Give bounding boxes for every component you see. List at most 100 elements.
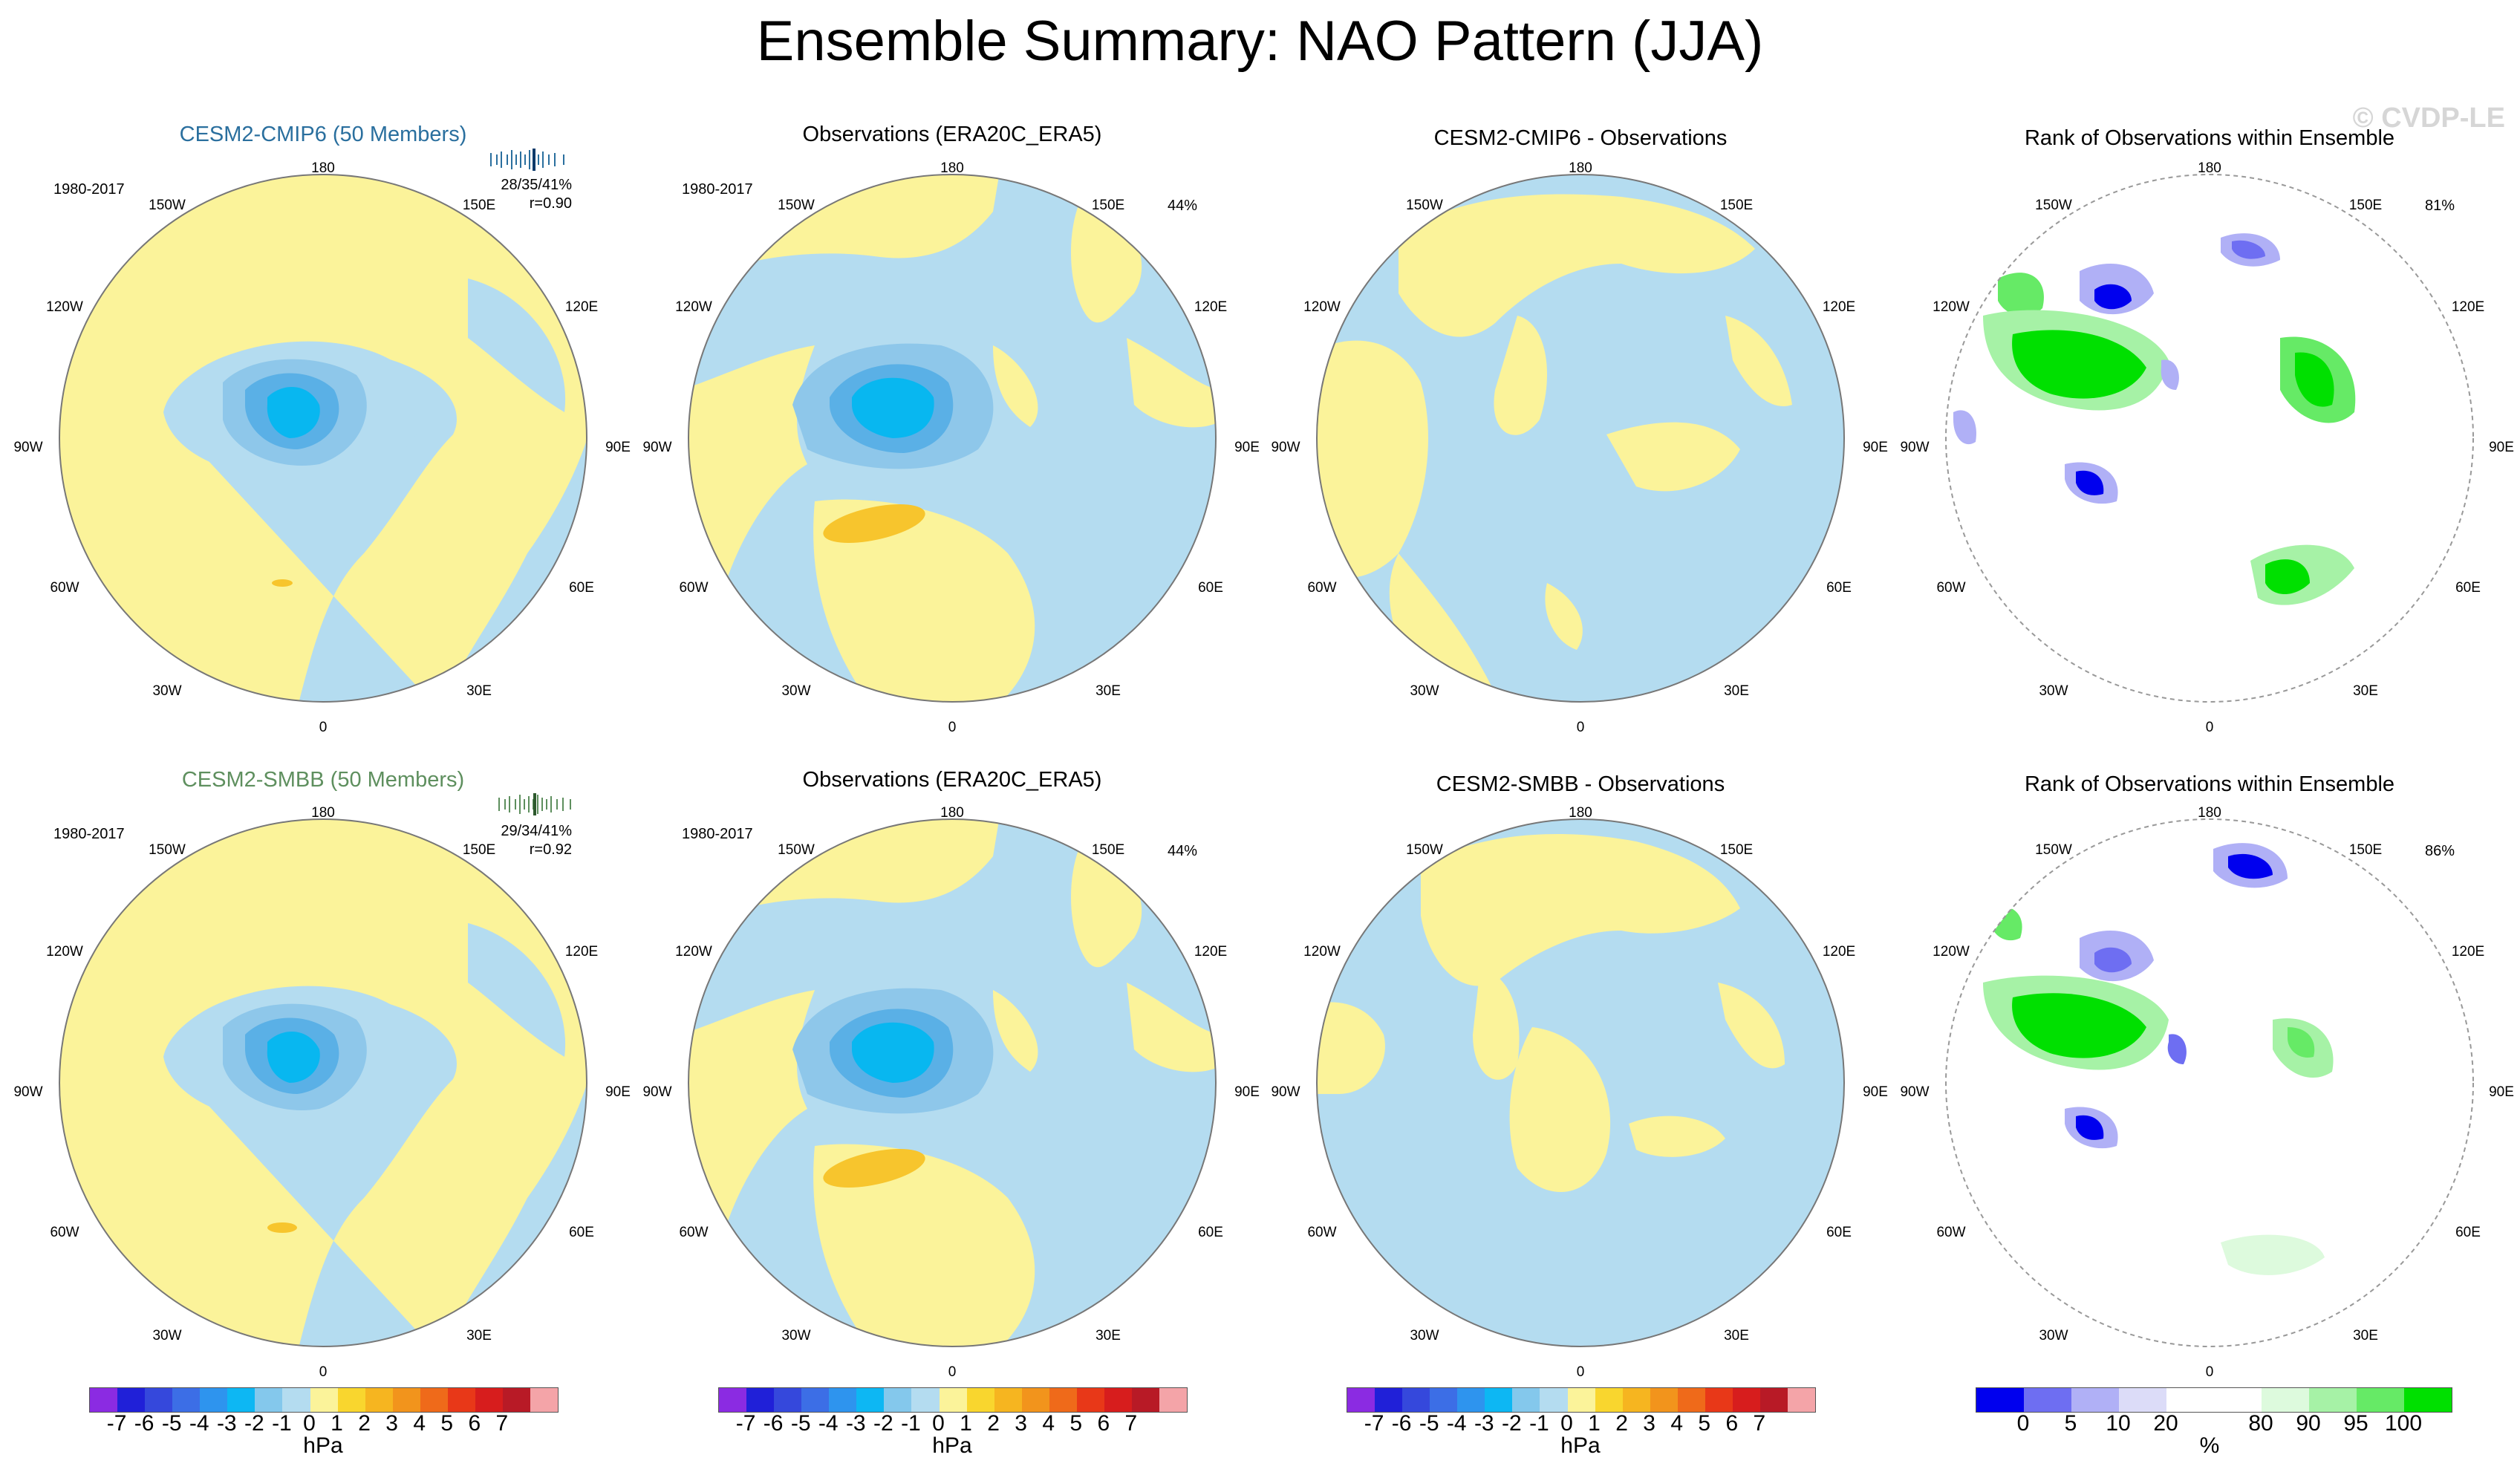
lon-label: 60W: [50, 1225, 79, 1240]
map-model-cmip6: [59, 174, 587, 703]
lon-label: 30E: [2353, 683, 2378, 699]
lon-label: 150W: [149, 198, 186, 213]
colorbar-swatch: [1402, 1388, 1430, 1412]
colorbar-swatch: [1595, 1388, 1623, 1412]
colorbar-tick-label: 80: [2248, 1411, 2273, 1436]
lon-label: 0: [2205, 1364, 2214, 1380]
lon-label: 0: [319, 720, 328, 735]
period-label: 1980-2017: [53, 826, 125, 842]
lon-label: 0: [1576, 1364, 1585, 1380]
colorbar-tick-label: -7: [1364, 1411, 1384, 1436]
colorbar-swatch: [1457, 1388, 1485, 1412]
colorbar-tick-label: 3: [1015, 1411, 1027, 1436]
map-difference: [1316, 818, 1845, 1347]
lon-label: 90E: [605, 1084, 631, 1100]
colorbar-swatch: [1159, 1388, 1188, 1412]
colorbar-tick-label: 2: [358, 1411, 371, 1436]
lon-label: 60E: [1198, 1225, 1223, 1240]
variance-pct: 44%: [1168, 198, 1198, 214]
colorbar-swatch: [1347, 1388, 1375, 1412]
lon-label: 150E: [462, 842, 496, 858]
lon-label: 90W: [1900, 440, 1930, 455]
colorbar-tick-label: 1: [331, 1411, 343, 1436]
lon-label: 30W: [2039, 1328, 2068, 1344]
period-label: 1980-2017: [53, 181, 125, 198]
colorbar-swatch: [2119, 1388, 2166, 1412]
colorbar-tick-label: -5: [1419, 1411, 1439, 1436]
colorbar-tick-label: 3: [385, 1411, 398, 1436]
lon-label: 60E: [1198, 580, 1223, 596]
colorbar-tick-label: 0: [1560, 1411, 1573, 1436]
colorbar-tick-label: -3: [1474, 1411, 1494, 1436]
lon-label: 150W: [1406, 198, 1443, 213]
colorbar-tick-label: 90: [2296, 1411, 2321, 1436]
colorbar-tick-label: 10: [2106, 1411, 2131, 1436]
colorbar-tick-label: 5: [1698, 1411, 1711, 1436]
lon-label: 60W: [1307, 1225, 1337, 1240]
lon-label: 120E: [564, 944, 599, 960]
panel-title-rank-row1: Rank of Observations within Ensemble: [2024, 126, 2395, 150]
colorbar-tick-label: 5: [440, 1411, 454, 1436]
colorbar-tick-label: 1: [1588, 1411, 1601, 1436]
lon-label: 90W: [1271, 1084, 1300, 1100]
colorbar-swatch: [774, 1388, 802, 1412]
colorbar-tick-label: -7: [106, 1411, 127, 1436]
lon-label: 150E: [1719, 198, 1754, 213]
lon-label: 120W: [1303, 299, 1341, 315]
lon-label: 120E: [1194, 944, 1228, 960]
lon-label: 60W: [679, 580, 709, 596]
colorbar-swatch: [719, 1388, 747, 1412]
hpa-colorbar: [89, 1387, 559, 1413]
variance-pct: 44%: [1168, 843, 1198, 859]
lon-label: 150E: [1091, 198, 1125, 213]
colorbar-tick-label: -4: [189, 1411, 209, 1436]
colorbar-swatch: [1650, 1388, 1678, 1412]
lon-label: 0: [948, 720, 957, 735]
colorbar-tick-label: 7: [495, 1411, 509, 1436]
map-model-smbb: [59, 818, 587, 1347]
colorbar-tick-label: 6: [468, 1411, 481, 1436]
member-spread-bar: [498, 793, 571, 815]
colorbar-tick-label: -6: [134, 1411, 154, 1436]
lon-label: 30E: [2353, 1328, 2378, 1344]
colorbar-swatch: [447, 1388, 475, 1412]
lon-label: 150E: [1719, 842, 1754, 858]
lon-label: 60E: [1826, 580, 1852, 596]
colorbar-swatch: [911, 1388, 940, 1412]
colorbar-tick-label: 7: [1124, 1411, 1138, 1436]
colorbar-swatch: [392, 1388, 420, 1412]
panel-title-obs-row1: Observations (ERA20C_ERA5): [802, 123, 1102, 146]
colorbar-tick-label: 0: [303, 1411, 316, 1436]
lon-label: 180: [940, 160, 964, 176]
colorbar-tick-label: 4: [1670, 1411, 1684, 1436]
lon-label: 30E: [466, 1328, 492, 1344]
lon-label: 90E: [1234, 1084, 1260, 1100]
rank-colorbar: [1976, 1387, 2452, 1413]
lon-label: 180: [311, 160, 335, 176]
lon-label: 150W: [2035, 842, 2072, 858]
colorbar-swatch: [1567, 1388, 1595, 1412]
lon-label: 150E: [1091, 842, 1125, 858]
colorbar-swatch: [1430, 1388, 1458, 1412]
lon-label: 0: [948, 1364, 957, 1380]
pattern-stats: 28/35/41%: [501, 177, 572, 193]
colorbar-tick-label: -6: [763, 1411, 784, 1436]
colorbar-swatch: [1485, 1388, 1513, 1412]
lon-label: 0: [319, 1364, 328, 1380]
colorbar-swatch: [2024, 1388, 2071, 1412]
colorbar-swatch: [1677, 1388, 1705, 1412]
colorbar-swatch: [172, 1388, 201, 1412]
colorbar-swatch: [1732, 1388, 1760, 1412]
lon-label: 30W: [781, 683, 811, 699]
hpa-colorbar: [1347, 1387, 1816, 1413]
lon-label: 30E: [1095, 1328, 1121, 1344]
lon-label: 90E: [2489, 440, 2514, 455]
lon-label: 30W: [1410, 683, 1439, 699]
lon-label: 150W: [2035, 198, 2072, 213]
colorbar-tick-label: -3: [216, 1411, 237, 1436]
lon-label: 90W: [1900, 1084, 1930, 1100]
lon-label: 180: [311, 805, 335, 821]
colorbar-tick-label: 3: [1643, 1411, 1655, 1436]
map-observations: [688, 174, 1217, 703]
colorbar-swatch: [145, 1388, 173, 1412]
